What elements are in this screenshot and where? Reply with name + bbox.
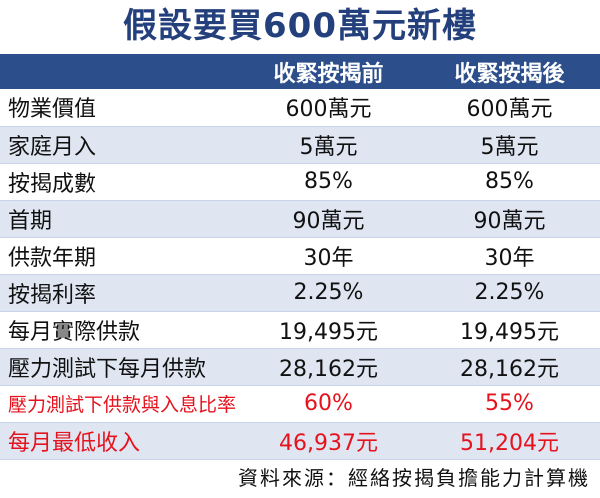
page-title: 假設要買600萬元新樓 (123, 6, 477, 46)
table-header-row: 收緊按揭前 收緊按揭後 (0, 54, 600, 89)
source-note: 資料來源：經絡按揭負擔能力計算機 (238, 465, 590, 490)
value-after: 28,162元 (419, 348, 600, 386)
header-before-tightening: 收緊按揭前 (273, 61, 384, 87)
value-before: 90萬元 (238, 200, 419, 238)
value-after: 2.25% (419, 274, 600, 312)
table-row: 首期 90萬元 90萬元 (0, 200, 600, 238)
header-after-tightening: 收緊按揭後 (454, 61, 565, 87)
value-after: 19,495元 (419, 311, 600, 349)
table-row: 家庭月入 5萬元 5萬元 (0, 126, 600, 164)
table-row: 物業價值 600萬元 600萬元 (0, 89, 600, 127)
value-after: 600萬元 (419, 89, 600, 127)
value-after: 30年 (419, 237, 600, 275)
table-row: 每月實際供款 19,495元 19,495元 (0, 311, 600, 349)
value-before: 19,495元 (238, 311, 419, 349)
table-row: 按揭利率 2.25% 2.25% (0, 274, 600, 312)
row-label: 壓力測試下每月供款 (0, 348, 238, 386)
value-after: 85% (419, 163, 600, 201)
row-label: 家庭月入 (0, 126, 238, 164)
table-row: 按揭成數 85% 85% (0, 163, 600, 201)
value-after: 55% (419, 385, 600, 423)
value-after: 5萬元 (419, 126, 600, 164)
value-before: 60% (238, 385, 419, 423)
header-label-column (0, 54, 238, 89)
value-before: 30年 (238, 237, 419, 275)
row-label: 每月實際供款 (0, 311, 238, 349)
row-label: 按揭成數 (0, 163, 238, 201)
row-label: 壓力測試下供款與入息比率 (0, 385, 238, 423)
value-before: 28,162元 (238, 348, 419, 386)
table-row-highlight: 每月最低收入 46,937元 51,204元 (0, 422, 600, 460)
value-before: 600萬元 (238, 89, 419, 127)
mortgage-comparison-table: 收緊按揭前 收緊按揭後 物業價值 600萬元 600萬元 家庭月入 5萬元 5萬… (0, 54, 600, 460)
row-label: 按揭利率 (0, 274, 238, 312)
table-row-highlight: 壓力測試下供款與入息比率 60% 55% (0, 385, 600, 423)
table-row: 供款年期 30年 30年 (0, 237, 600, 275)
row-label: 首期 (0, 200, 238, 238)
value-after: 90萬元 (419, 200, 600, 238)
row-label: 每月最低收入 (0, 422, 238, 460)
row-label: 供款年期 (0, 237, 238, 275)
value-before: 46,937元 (238, 422, 419, 460)
value-before: 5萬元 (238, 126, 419, 164)
table-row: 壓力測試下每月供款 28,162元 28,162元 (0, 348, 600, 386)
value-before: 2.25% (238, 274, 419, 312)
value-before: 85% (238, 163, 419, 201)
value-after: 51,204元 (419, 422, 600, 460)
row-label: 物業價值 (0, 89, 238, 127)
